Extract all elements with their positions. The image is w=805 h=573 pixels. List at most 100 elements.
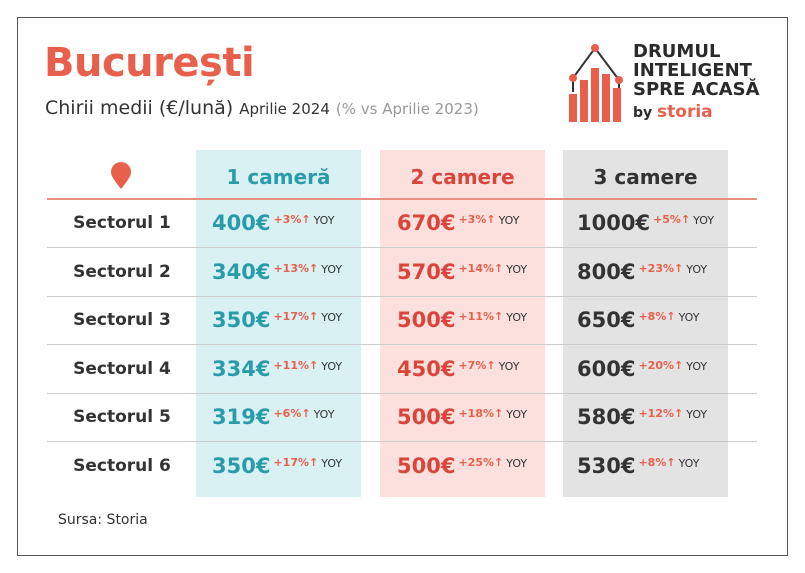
row-label: Sectorul 4 [73,358,171,379]
price-value: 334€ [212,356,271,381]
change-percent: +3%↑ [458,213,496,226]
header-3-camere: 3 camere [593,165,698,189]
price-value: 800€ [577,259,636,284]
yoy-label: YOY [686,408,708,421]
change-percent: +25%↑ [458,455,504,469]
change-percent: +17%↑ [273,455,319,469]
subtitle: Chirii medii (€/lună) Aprilie 2024 (% vs… [45,97,479,119]
price-value: 580€ [577,405,636,429]
change-percent: +3%↑ [273,213,311,226]
change-percent: +7%↑ [458,358,496,372]
yoy-label: YOY [693,214,715,227]
row-label: Sectorul 6 [73,455,171,476]
price-cell: 400€ +3%↑ YOY [212,211,334,235]
price-cell: 500€ +11%↑ YOY [397,308,527,332]
logo-by: by storia [633,102,713,122]
yoy-label: YOY [321,456,343,470]
logo-line: SPRE ACASĂ [633,79,760,100]
row-label: Sectorul 3 [73,310,171,330]
yoy-label: YOY [678,456,700,470]
table-row: Sectorul 1 400€ +3%↑ YOY 670€ +3%↑ YOY 1000€ +5%… [47,200,757,248]
yoy-label: YOY [321,359,343,373]
price-cell: 450€ +7%↑ YOY [397,357,519,381]
price-cell: 500€ +18%↑ YOY [397,405,527,429]
price-cell: 530€ +8%↑ YOY [577,454,699,478]
price-value: 600€ [577,356,636,381]
yoy-label: YOY [321,311,343,324]
row-divider [47,392,757,394]
page-title: București [44,40,255,86]
yoy-label: YOY [313,214,335,227]
column-bg-2 [380,150,545,497]
logo-chart-icon [569,44,623,122]
column-bg-1 [196,150,361,497]
yoy-label: YOY [506,311,528,324]
header-divider [47,198,757,200]
price-value: 400€ [212,211,271,235]
price-cell: 670€ +3%↑ YOY [397,211,519,235]
price-value: 570€ [397,259,456,284]
subtitle-main: Chirii medii (€/lună) [45,97,234,119]
price-cell: 570€ +14%↑ YOY [397,260,527,284]
row-divider [47,295,757,297]
change-percent: +8%↑ [638,310,676,323]
table-row: Sectorul 2 340€ +13%↑ YOY 570€ +14%↑ YOY 800€ +2… [47,249,757,297]
brand-name: storia [657,102,713,122]
change-percent: +12%↑ [638,407,684,420]
change-percent: +11%↑ [273,358,319,372]
price-cell: 500€ +25%↑ YOY [397,454,527,478]
change-percent: +5%↑ [653,213,691,226]
yoy-label: YOY [498,214,520,227]
row-divider [47,344,757,345]
yoy-label: YOY [506,408,528,421]
yoy-label: YOY [313,408,335,421]
change-percent: +13%↑ [273,261,319,275]
change-percent: +17%↑ [273,310,319,323]
change-percent: +23%↑ [638,261,684,275]
table-row: Sectorul 6 350€ +17%↑ YOY 500€ +25%↑ YOY 530€ +8… [47,443,757,491]
source-note: Sursa: Storia [58,512,148,528]
price-cell: 1000€ +5%↑ YOY [577,211,714,235]
price-value: 340€ [212,259,271,284]
row-divider [47,247,757,248]
yoy-label: YOY [506,262,528,276]
price-value: 650€ [577,308,636,332]
price-cell: 580€ +12%↑ YOY [577,405,707,429]
price-cell: 350€ +17%↑ YOY [212,454,342,478]
price-value: 500€ [397,308,456,332]
row-label: Sectorul 1 [73,213,171,233]
table-row: Sectorul 3 350€ +17%↑ YOY 500€ +11%↑ YOY 650€ +8… [47,297,757,345]
subtitle-compare: (% vs Aprilie 2023) [335,100,479,118]
row-label: Sectorul 2 [73,261,171,282]
price-cell: 350€ +17%↑ YOY [212,308,342,332]
header-1-camera: 1 cameră [226,165,331,189]
price-cell: 650€ +8%↑ YOY [577,308,699,332]
price-cell: 319€ +6%↑ YOY [212,405,334,429]
table-row: Sectorul 5 319€ +6%↑ YOY 500€ +18%↑ YOY 580€ +12… [47,394,757,442]
price-value: 1000€ [577,211,651,235]
logo-line: INTELIGENT [633,60,752,81]
price-cell: 800€ +23%↑ YOY [577,260,707,284]
subtitle-month: Aprilie 2024 [239,100,330,118]
table-row: Sectorul 4 334€ +11%↑ YOY 450€ +7%↑ YOY 600€ +20… [47,346,757,394]
price-value: 530€ [577,453,636,478]
price-value: 500€ [397,405,456,429]
price-value: 450€ [397,356,456,381]
logo-line: DRUMUL [633,41,721,62]
change-percent: +8%↑ [638,455,676,469]
price-value: 670€ [397,211,456,235]
change-percent: +20%↑ [638,358,684,372]
price-value: 350€ [212,453,271,478]
price-cell: 600€ +20%↑ YOY [577,357,707,381]
logo-text: DRUMUL INTELIGENT SPRE ACASĂ [633,42,760,99]
price-cell: 334€ +11%↑ YOY [212,357,342,381]
change-percent: +11%↑ [458,310,504,323]
change-percent: +14%↑ [458,261,504,275]
yoy-label: YOY [506,456,528,470]
row-divider [47,441,757,442]
frame [17,17,788,556]
yoy-label: YOY [678,311,700,324]
yoy-label: YOY [498,359,520,373]
column-bg-3 [563,150,728,497]
yoy-label: YOY [321,262,343,276]
